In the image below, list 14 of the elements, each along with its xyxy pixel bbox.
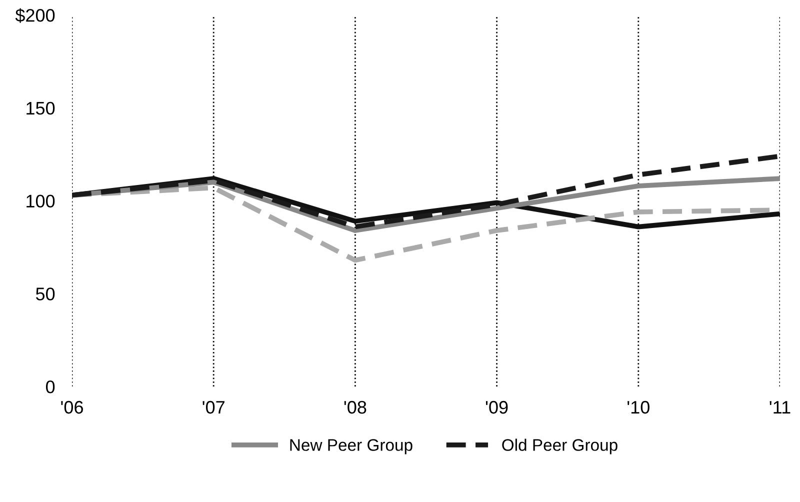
y-tick-label: 0 <box>46 380 55 394</box>
legend-label: Old Peer Group <box>502 438 618 454</box>
line-series <box>72 154 780 230</box>
x-tick-label: '10 <box>628 400 650 414</box>
x-tick-label: '07 <box>202 400 224 414</box>
y-tick-label: 100 <box>26 194 55 208</box>
y-tick-label: $200 <box>15 8 55 23</box>
legend-label: New Peer Group <box>290 439 412 454</box>
x-tick-label: '11 <box>770 401 790 414</box>
x-tick-label: '08 <box>344 400 366 414</box>
x-tick-label: '06 <box>61 400 83 414</box>
y-tick-label: 150 <box>26 102 55 115</box>
y-tick-label: 50 <box>36 288 55 300</box>
x-tick-label: '09 <box>486 400 508 414</box>
